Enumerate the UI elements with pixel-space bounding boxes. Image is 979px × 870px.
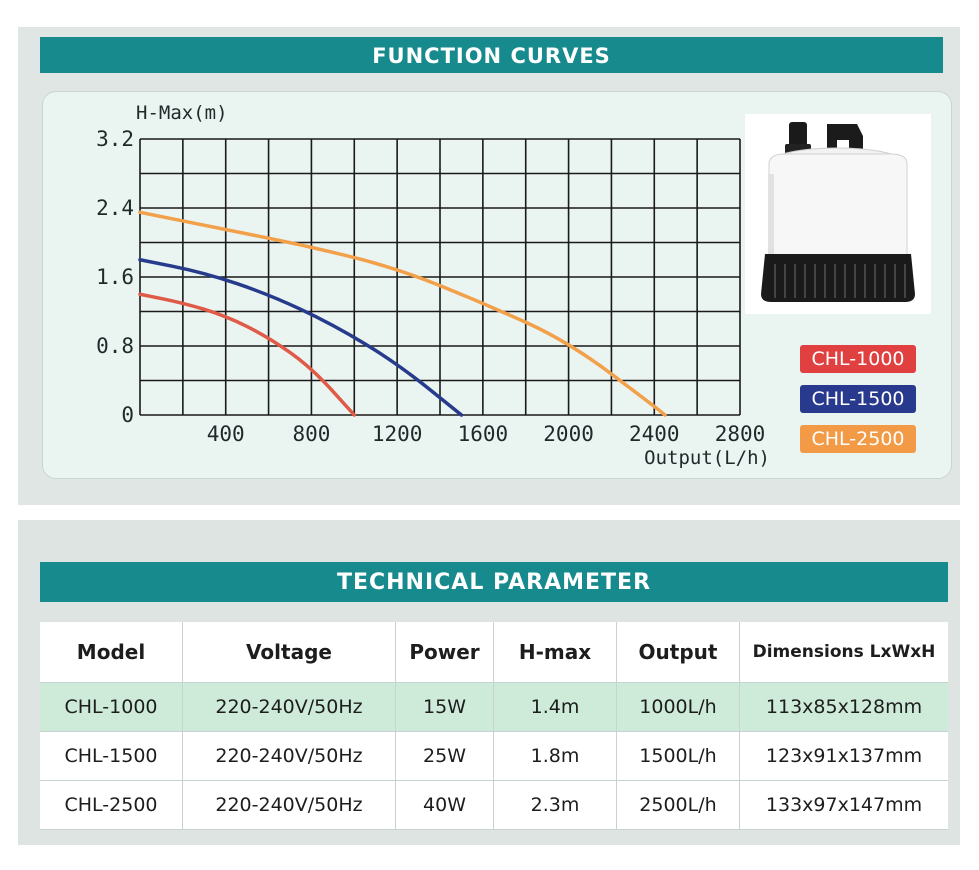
cell-hmax: 1.4m (493, 682, 617, 732)
x-tick-label: 2400 (629, 422, 680, 446)
col-header-output: Output (616, 622, 740, 683)
table-header-row: Model Voltage Power H-max Output Dimensi… (40, 622, 948, 683)
col-header-power: Power (395, 622, 494, 683)
cell-hmax: 1.8m (493, 731, 617, 781)
cell-voltage: 220-240V/50Hz (182, 682, 396, 732)
cell-voltage: 220-240V/50Hz (182, 780, 396, 830)
technical-parameter-table: Model Voltage Power H-max Output Dimensi… (40, 622, 948, 830)
x-tick-label: 1200 (372, 422, 423, 446)
x-axis-label: Output(L/h) (644, 447, 770, 469)
function-curves-heading: FUNCTION CURVES (40, 37, 943, 73)
technical-parameter-heading: TECHNICAL PARAMETER (40, 562, 948, 602)
series-line-chl-2500 (138, 210, 667, 417)
cell-power: 40W (395, 780, 494, 830)
cell-model: CHL-1000 (40, 682, 183, 732)
x-tick-label: 2000 (543, 422, 594, 446)
legend-chl-1000: CHL-1000 (800, 345, 916, 373)
y-tick-label: 0 (121, 403, 134, 427)
table-row: CHL-1000 220-240V/50Hz 15W 1.4m 1000L/h … (40, 682, 948, 732)
cell-voltage: 220-240V/50Hz (182, 731, 396, 781)
col-header-hmax: H-max (493, 622, 617, 683)
cell-power: 15W (395, 682, 494, 732)
series-line-chl-1500 (138, 258, 464, 417)
y-tick-label: 2.4 (96, 196, 134, 220)
col-header-model: Model (40, 622, 183, 683)
legend-chl-1500: CHL-1500 (800, 385, 916, 413)
series-line-chl-1000 (138, 292, 357, 417)
x-tick-label: 2800 (715, 422, 766, 446)
col-header-voltage: Voltage (182, 622, 396, 683)
pump-product-image (745, 114, 931, 314)
technical-parameter-panel: TECHNICAL PARAMETER Model Voltage Power … (18, 520, 960, 845)
y-tick-label: 1.6 (96, 265, 134, 289)
cell-output: 1500L/h (616, 731, 740, 781)
legend-chl-2500: CHL-2500 (800, 425, 916, 453)
table-row: CHL-2500 220-240V/50Hz 40W 2.3m 2500L/h … (40, 780, 948, 830)
y-axis-label: H-Max(m) (136, 102, 228, 124)
function-curves-panel: FUNCTION CURVES 0 0.8 1.6 2.4 3.2 400 800 1200 1… (18, 27, 960, 505)
cell-model: CHL-2500 (40, 780, 183, 830)
pump-base (761, 254, 915, 302)
x-tick-label: 400 (207, 422, 245, 446)
cell-model: CHL-1500 (40, 731, 183, 781)
x-tick-label: 1600 (458, 422, 509, 446)
x-tick-label: 800 (292, 422, 330, 446)
cell-dimensions: 123x91x137mm (739, 731, 948, 781)
cell-dimensions: 133x97x147mm (739, 780, 948, 830)
cell-hmax: 2.3m (493, 780, 617, 830)
y-tick-label: 0.8 (96, 334, 134, 358)
cell-dimensions: 113x85x128mm (739, 682, 948, 732)
cell-output: 2500L/h (616, 780, 740, 830)
table-row: CHL-1500 220-240V/50Hz 25W 1.8m 1500L/h … (40, 731, 948, 781)
y-tick-label: 3.2 (96, 127, 134, 151)
cell-power: 25W (395, 731, 494, 781)
cell-output: 1000L/h (616, 682, 740, 732)
function-curves-chart: 0 0.8 1.6 2.4 3.2 400 800 1200 1600 2000 2400 2800 H… (96, 102, 770, 469)
col-header-dimensions: Dimensions LxWxH (739, 622, 948, 683)
